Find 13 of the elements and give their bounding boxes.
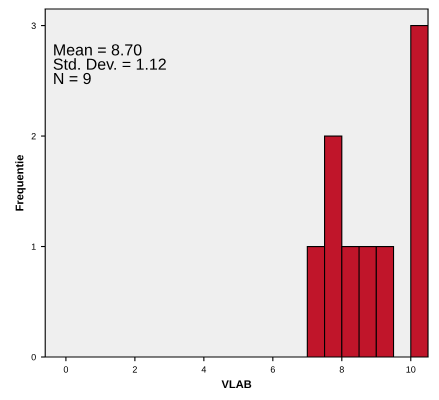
y-tick-label: 2 xyxy=(32,133,36,140)
x-axis-title: VLAB xyxy=(222,380,252,388)
x-tick-label: 6 xyxy=(270,366,275,373)
y-axis-title: Frequentie xyxy=(15,154,26,211)
x-tick-label: 8 xyxy=(340,366,344,373)
x-tick-label: 2 xyxy=(132,366,137,373)
x-tick-label: 0 xyxy=(64,366,68,373)
y-tick-label: 1 xyxy=(32,244,36,250)
x-tick-label: 10 xyxy=(406,366,416,373)
annotation: Mean = 8.70 Std. Dev. = 1.12 N = 9 xyxy=(54,44,166,84)
x-tick-label: 4 xyxy=(202,366,206,373)
y-tick-label: 0 xyxy=(32,354,36,360)
y-tick-label: 3 xyxy=(32,22,36,29)
